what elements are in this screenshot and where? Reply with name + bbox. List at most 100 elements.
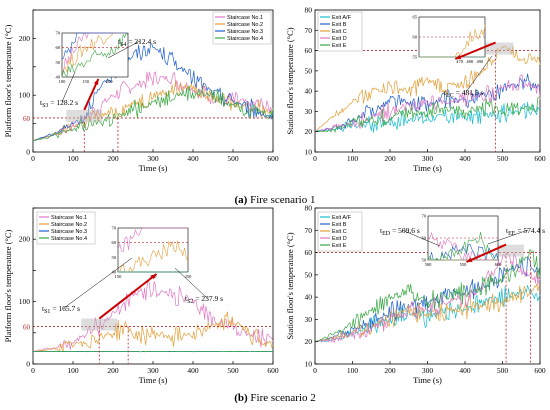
caption-text: Fire scenario 1 <box>250 194 316 206</box>
y-tick-label: 10 <box>305 148 313 157</box>
series-line <box>32 311 274 353</box>
x-tick-label: 500 <box>497 154 509 163</box>
zoom-region <box>66 109 103 122</box>
inset-y-tick-label: 60 <box>422 236 427 241</box>
caption-scenario-2: (b) Fire scenario 2 <box>0 392 550 404</box>
series-group <box>32 43 274 141</box>
x-tick-label: 100 <box>67 154 79 163</box>
x-tick-label: 200 <box>384 366 396 375</box>
zoom-arrow <box>454 41 496 60</box>
x-tick-label: 500 <box>227 154 239 163</box>
y-tick-label: 10 <box>305 360 313 369</box>
inset-series-line <box>427 231 498 261</box>
series-line <box>32 43 274 141</box>
crossing-time-annotation: tS4 = 212.4 s <box>118 37 156 48</box>
x-tick-label: 0 <box>313 154 317 163</box>
x-axis-title: Time (s) <box>139 163 168 173</box>
x-tick-label: 500 <box>227 366 239 375</box>
inset-y-tick-label: 40 <box>112 270 117 275</box>
x-tick-label: 600 <box>267 154 279 163</box>
x-tick-label: 200 <box>384 154 396 163</box>
crossing-time-annotation: tS2 = 237.9 s <box>185 294 223 305</box>
axis-ticks: 0 100 200 300 400 500 600 0 100 200 <box>19 9 279 163</box>
annotation-pointer <box>487 229 529 245</box>
threshold-label: 60 <box>23 324 31 332</box>
x-tick-label: 100 <box>347 154 359 163</box>
threshold-label: 60 <box>23 115 31 123</box>
x-tick-label: 300 <box>422 366 434 375</box>
inset-x-tick-label: 550 <box>460 262 468 267</box>
legend-entry: Exit A/F <box>332 15 352 21</box>
x-tick-label: 300 <box>147 366 159 375</box>
y-tick-label: 0 <box>26 148 30 157</box>
caption-text: Fire scenario 2 <box>250 392 316 404</box>
inset-y-tick-label: 70 <box>422 214 427 219</box>
x-tick-label: 100 <box>67 366 79 375</box>
legend-entry: Staircase No.4 <box>227 36 263 42</box>
inset-x-tick-label: 150 <box>82 79 90 84</box>
series-line <box>32 279 274 352</box>
inset-y-tick-label: 70 <box>112 226 117 231</box>
inset-y-tick-label: 50 <box>112 255 117 260</box>
axis-ticks: 0 100 200 300 400 500 600 10 20 30 40 50 60 70 80 <box>305 6 546 164</box>
legend-entry: Exit E <box>332 43 347 49</box>
y-tick-label: 40 <box>305 293 313 302</box>
series-line <box>314 73 541 133</box>
inset-y-tick-label: 65 <box>413 15 418 20</box>
y-axis-title: Platform floor's temperature (°C) <box>3 229 13 342</box>
zoom-arrow-head <box>466 257 473 262</box>
series-line <box>32 80 274 141</box>
inset-x-tick-label: 470 <box>456 59 464 64</box>
crossing-time-annotation: tS3 = 128.2 s <box>40 98 78 109</box>
inset-y-tick-label: 70 <box>56 31 61 36</box>
inset-y-tick-label: 50 <box>56 60 61 65</box>
inset-series-line <box>118 240 189 273</box>
inset-chart: 15020025040506070 <box>112 226 193 280</box>
annotation-pointer <box>465 55 493 93</box>
x-tick-label: 0 <box>313 366 317 375</box>
y-tick-label: 80 <box>305 204 313 213</box>
legend-entry: Exit D <box>332 36 347 42</box>
y-tick-label: 40 <box>305 87 313 96</box>
x-axis-title: Time (s) <box>413 375 442 385</box>
axis-ticks: 0 100 200 300 400 500 600 10 20 30 40 50 60 70 80 <box>305 204 546 376</box>
series-line <box>32 85 274 141</box>
chart-panel-4: 0 100 200 300 400 500 600 10 20 30 40 50 60 70 80 Time … <box>285 204 546 386</box>
y-tick-label: 20 <box>305 337 313 346</box>
x-tick-label: 200 <box>107 154 119 163</box>
y-tick-label: 60 <box>305 46 313 55</box>
inset-series-line <box>117 227 188 252</box>
zoom-arrow-head <box>455 54 462 60</box>
x-tick-label: 300 <box>422 154 434 163</box>
crossing-time-annotation: tS1 = 165.7 s <box>42 304 80 315</box>
y-tick-label: 200 <box>19 235 31 244</box>
inset-y-tick-label: 40 <box>56 75 61 80</box>
x-tick-label: 400 <box>187 366 199 375</box>
inset-series-line <box>61 32 129 78</box>
annotation-pointer <box>107 40 141 59</box>
inset-x-tick-label: 200 <box>106 79 114 84</box>
y-tick-label: 100 <box>19 91 31 100</box>
y-tick-label: 80 <box>305 6 313 15</box>
annotation-pointer <box>63 257 133 309</box>
y-tick-label: 70 <box>305 226 313 235</box>
zoom-arrow-head <box>150 274 157 280</box>
series-line <box>33 350 273 353</box>
inset-x-tick-label: 600 <box>495 262 503 267</box>
legend-entry: Exit C <box>332 229 347 235</box>
inset-y-tick-label: 60 <box>413 35 418 40</box>
y-tick-label: 70 <box>305 26 313 35</box>
inset-x-tick-label: 480 <box>466 59 474 64</box>
annotation-pointer <box>61 71 76 103</box>
series-line <box>314 283 541 343</box>
x-axis-title: Time (s) <box>139 375 168 385</box>
y-axis-title: Station floor's temperature (°C) <box>285 232 295 339</box>
x-tick-label: 100 <box>347 366 359 375</box>
annotation-pointer <box>174 267 208 299</box>
inset-x-tick-label: 500 <box>425 262 433 267</box>
